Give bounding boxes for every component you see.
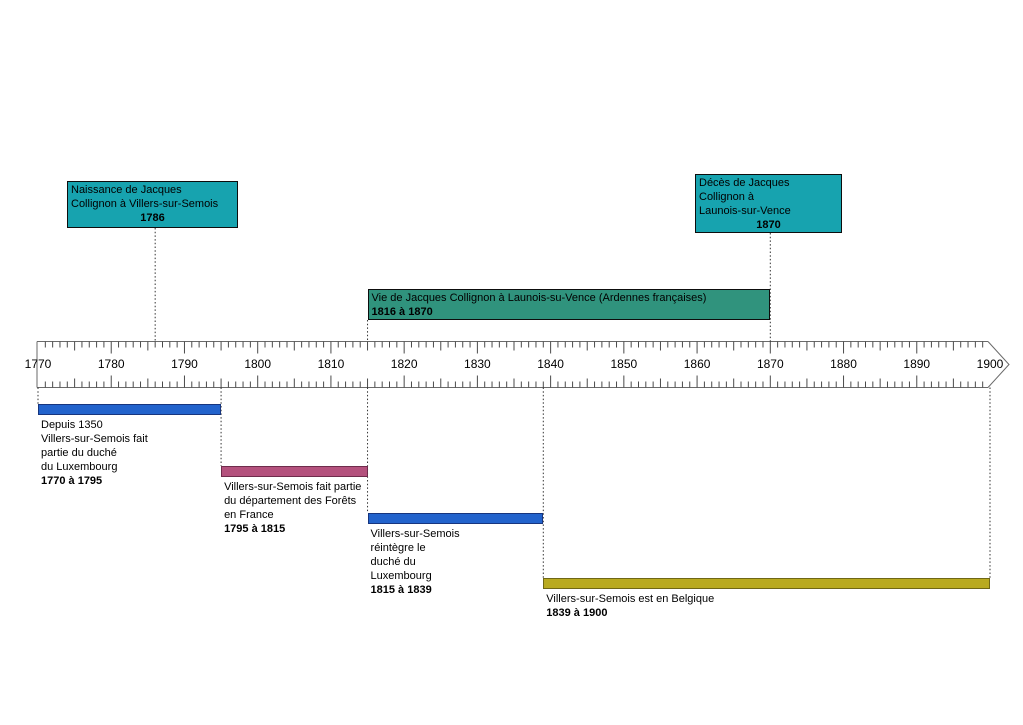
- period-bar-0[interactable]: [38, 404, 222, 415]
- period-range-label: 1815 à 1839: [370, 584, 432, 596]
- axis-year-label: 1890: [903, 357, 930, 371]
- text-line: Launois-sur-Vence: [699, 205, 791, 217]
- text-line: Luxembourg: [370, 570, 432, 582]
- period-range-label: 1770 à 1795: [41, 475, 103, 487]
- event-box-birth[interactable]: Naissance de Jacques Collignon à Villers-…: [67, 181, 238, 228]
- life-period-bar[interactable]: Vie de Jacques Collignon à Launois-su-Ve…: [367, 289, 771, 320]
- life-period-range-label: 1816 à 1870: [371, 306, 433, 318]
- axis-year-label: 1790: [171, 357, 198, 371]
- text-line: Villers-sur-Semois fait partie: [224, 481, 362, 493]
- axis-year-label: 1830: [464, 357, 491, 371]
- axis-year-label: 1900: [977, 357, 1004, 371]
- event-year-label: 1870: [756, 219, 781, 231]
- text-line: partie du duché: [41, 447, 117, 459]
- axis-year-label: 1780: [98, 357, 125, 371]
- text-line: Décès de Jacques: [699, 177, 790, 189]
- text-line: réintègre le: [370, 542, 426, 554]
- axis-year-label: 1870: [757, 357, 784, 371]
- period-caption: Villers-sur-Semois fait partie du départe…: [224, 480, 361, 536]
- event-year-label: 1786: [140, 212, 165, 224]
- period-range-label: 1839 à 1900: [546, 607, 608, 619]
- period-caption: Villers-sur-Semois est en Belgique 1839 à…: [546, 592, 714, 620]
- text-line: Collignon à Villers-sur-Semois: [71, 198, 219, 210]
- period-caption: Depuis 1350 Villers-sur-Semois fait partie…: [41, 418, 148, 488]
- axis-year-label: 1800: [244, 357, 271, 371]
- period-caption: Villers-sur-Semois réintègre le duché du Lu…: [371, 527, 460, 597]
- axis-year-label: 1820: [391, 357, 418, 371]
- text-line: duché du: [370, 556, 416, 568]
- period-bar-3[interactable]: [543, 578, 990, 589]
- text-line: du département des Forêts: [224, 495, 357, 507]
- text-line: Collignon à: [699, 191, 755, 203]
- axis-year-label: 1840: [537, 357, 564, 371]
- life-period-label: Vie de Jacques Collignon à Launois-su-Ve…: [371, 292, 707, 304]
- axis-arrow-icon: [987, 341, 1010, 388]
- period-bar-2[interactable]: [367, 513, 544, 524]
- axis-year-label: 1810: [318, 357, 345, 371]
- text-line: Villers-sur-Semois est en Belgique: [546, 593, 715, 605]
- text-line: Depuis 1350: [41, 419, 103, 431]
- text-line: Naissance de Jacques: [71, 184, 182, 196]
- text-line: en France: [224, 509, 274, 521]
- period-bar-1[interactable]: [221, 466, 368, 477]
- text-line: du Luxembourg: [41, 461, 118, 473]
- axis-year-label: 1770: [25, 357, 52, 371]
- text-line: Villers-sur-Semois fait: [41, 433, 148, 445]
- axis-year-label: 1860: [684, 357, 711, 371]
- axis-year-label: 1850: [610, 357, 637, 371]
- period-range-label: 1795 à 1815: [224, 523, 286, 535]
- event-box-death[interactable]: Décès de Jacques Collignon à Launois-sur-V…: [695, 174, 842, 233]
- axis-year-label: 1880: [830, 357, 857, 371]
- text-line: Villers-sur-Semois: [370, 528, 460, 540]
- axis-band: [36, 341, 988, 388]
